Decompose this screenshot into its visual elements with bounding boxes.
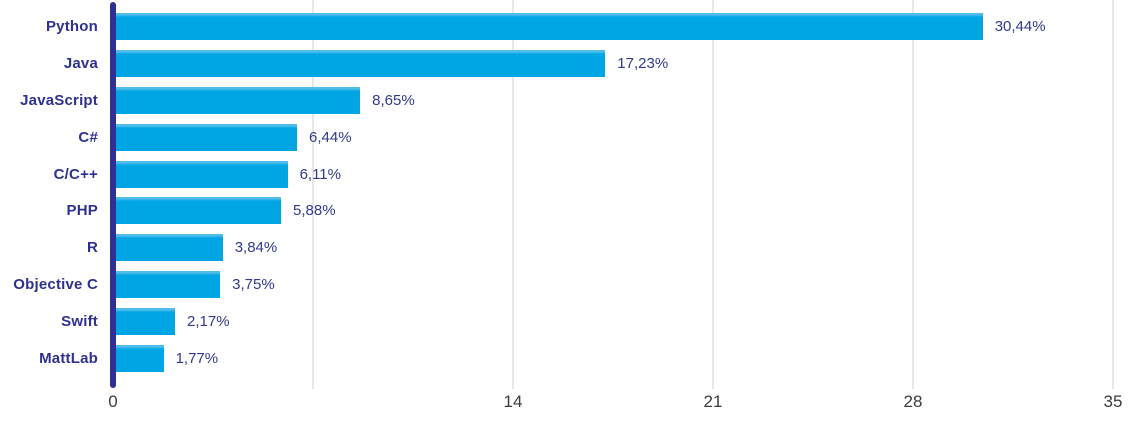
category-label: Objective C	[13, 276, 98, 294]
bar-row: MattLab 1,77%	[0, 340, 1141, 377]
y-axis-line	[110, 2, 116, 388]
x-tick-label: 35	[1103, 392, 1123, 411]
value-label: 6,44%	[309, 128, 352, 146]
bar	[116, 123, 297, 151]
value-label: 3,75%	[232, 276, 275, 294]
category-label: C#	[78, 128, 98, 146]
value-label: 8,65%	[372, 91, 415, 109]
bar-row: PHP 5,88%	[0, 192, 1141, 229]
x-tick-label: 28	[903, 392, 923, 411]
bar-row: JavaScript 8,65%	[0, 82, 1141, 119]
bar	[116, 197, 281, 225]
bar	[116, 234, 223, 262]
bar-row: Python 30,44%	[0, 8, 1141, 45]
bar	[116, 160, 288, 188]
category-label: Java	[63, 54, 98, 72]
bar-row: Swift 2,17%	[0, 303, 1141, 340]
x-tick-label: 14	[503, 392, 523, 411]
bar	[116, 344, 164, 372]
category-label: Python	[45, 17, 98, 35]
value-label: 1,77%	[175, 349, 219, 367]
value-label: 17,23%	[617, 54, 669, 72]
bar-row: C# 6,44%	[0, 119, 1141, 156]
x-tick-label: 0	[108, 392, 118, 411]
gridline	[512, 0, 514, 389]
bar	[116, 308, 175, 336]
value-label: 30,44%	[994, 17, 1046, 35]
bar-row: Java 17,23%	[0, 45, 1141, 82]
category-label: C/C++	[53, 165, 98, 183]
category-label: MattLab	[39, 349, 98, 367]
bar-row: Objective C 3,75%	[0, 266, 1141, 303]
gridline	[712, 0, 714, 389]
gridline	[312, 0, 314, 389]
category-label: JavaScript	[20, 91, 98, 109]
bar-rows: Python 30,44% Java 17,23% JavaScript 8,6…	[0, 8, 1141, 377]
value-label: 3,84%	[234, 239, 278, 257]
gridline	[912, 0, 914, 389]
x-tick-label: 21	[703, 392, 723, 411]
value-label: 6,11%	[299, 165, 341, 183]
gridline	[1112, 0, 1114, 389]
category-label: Swift	[61, 313, 98, 331]
bar-row: R 3,84%	[0, 229, 1141, 266]
category-label: PHP	[66, 202, 98, 220]
bar	[116, 12, 983, 40]
bar-row: C/C++ 6,11%	[0, 156, 1141, 193]
value-label: 5,88%	[293, 202, 336, 220]
bar	[116, 86, 361, 114]
bar	[116, 271, 221, 299]
value-label: 2,17%	[187, 313, 230, 331]
bar	[116, 49, 606, 77]
category-label: R	[86, 239, 98, 257]
